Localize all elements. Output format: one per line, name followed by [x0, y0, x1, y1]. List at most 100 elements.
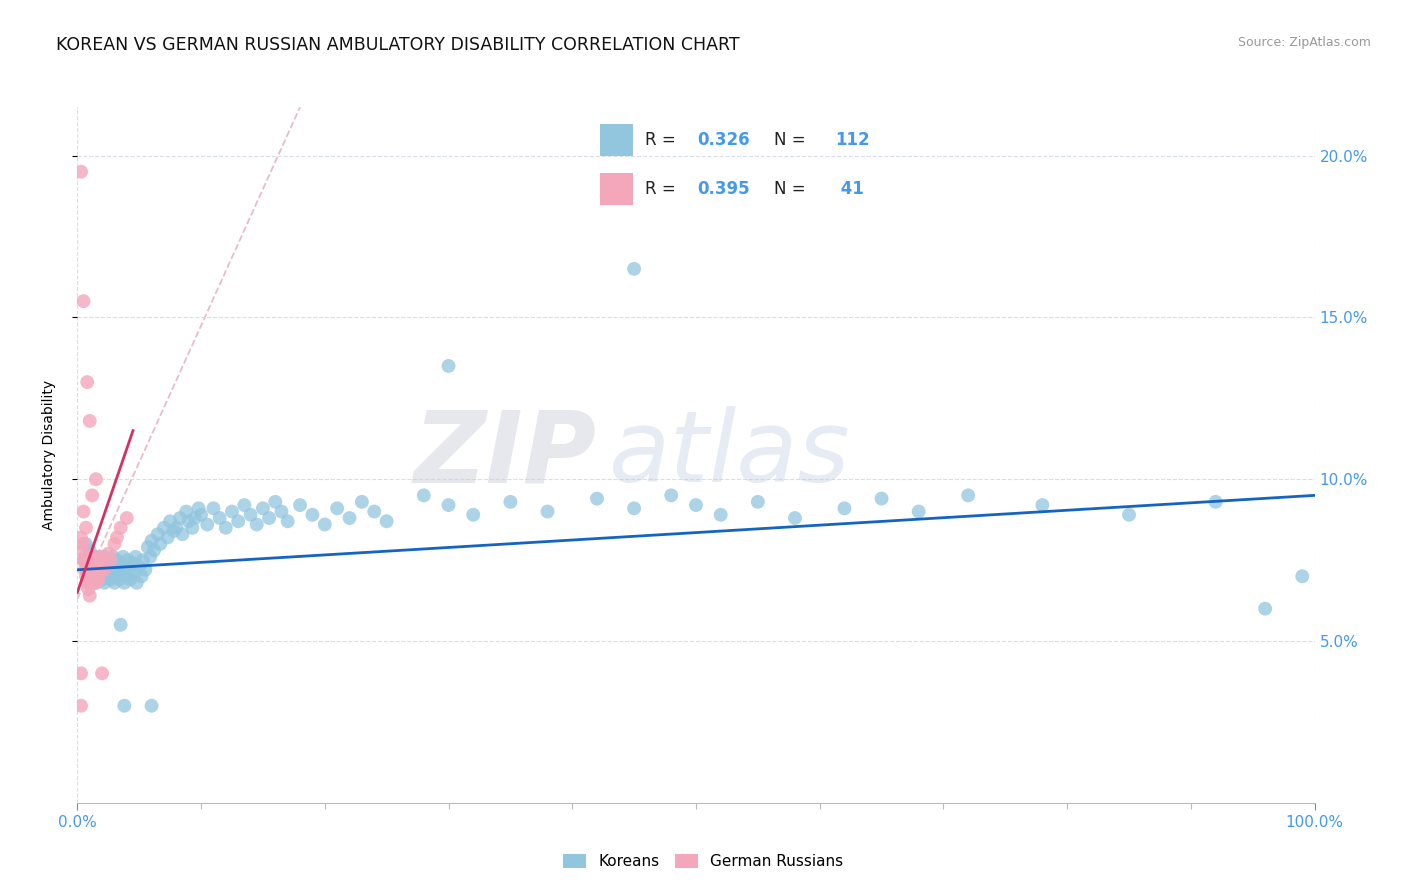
- Point: [86, 553, 108, 567]
- Point: [1118, 508, 1140, 522]
- Text: Source: ZipAtlas.com: Source: ZipAtlas.com: [1237, 36, 1371, 49]
- Point: [87, 573, 110, 587]
- Point: [86, 569, 108, 583]
- Point: [97, 547, 120, 561]
- Point: [221, 504, 243, 518]
- Point: [132, 553, 155, 567]
- Point: [111, 566, 134, 580]
- Point: [264, 495, 287, 509]
- Point: [103, 559, 125, 574]
- Point: [75, 557, 97, 571]
- Point: [93, 575, 115, 590]
- Point: [90, 563, 112, 577]
- Point: [103, 549, 125, 564]
- Point: [141, 698, 163, 713]
- Point: [75, 569, 97, 583]
- Point: [101, 557, 124, 571]
- Point: [91, 559, 114, 574]
- Point: [190, 508, 212, 522]
- Point: [77, 569, 100, 583]
- Point: [110, 557, 132, 571]
- Point: [115, 511, 138, 525]
- Point: [70, 666, 93, 681]
- Point: [82, 557, 104, 571]
- Point: [174, 504, 197, 518]
- Point: [120, 573, 142, 587]
- Point: [233, 498, 256, 512]
- Point: [105, 553, 128, 567]
- Point: [156, 531, 179, 545]
- Point: [83, 566, 105, 580]
- Point: [90, 549, 112, 564]
- Point: [141, 533, 163, 548]
- Point: [122, 557, 145, 571]
- Point: [375, 514, 398, 528]
- Point: [1254, 601, 1277, 615]
- Point: [270, 504, 292, 518]
- Point: [118, 563, 141, 577]
- Point: [77, 582, 100, 597]
- Point: [202, 501, 225, 516]
- Point: [72, 504, 94, 518]
- Point: [91, 553, 114, 567]
- Point: [314, 517, 336, 532]
- Point: [72, 543, 94, 558]
- Point: [70, 698, 93, 713]
- Point: [79, 414, 101, 428]
- Point: [163, 524, 186, 538]
- Point: [246, 517, 269, 532]
- Point: [437, 359, 460, 373]
- Point: [463, 508, 485, 522]
- Point: [76, 575, 98, 590]
- Point: [98, 563, 121, 577]
- Point: [83, 549, 105, 564]
- Point: [76, 375, 98, 389]
- Point: [70, 165, 93, 179]
- Point: [84, 575, 107, 590]
- Point: [84, 559, 107, 574]
- Point: [747, 495, 769, 509]
- Point: [79, 543, 101, 558]
- Point: [94, 559, 117, 574]
- Point: [103, 537, 125, 551]
- Point: [82, 488, 104, 502]
- Point: [1291, 569, 1313, 583]
- Point: [957, 488, 980, 502]
- Point: [136, 540, 159, 554]
- Point: [437, 498, 460, 512]
- Point: [93, 563, 115, 577]
- Point: [184, 511, 207, 525]
- Point: [84, 472, 107, 486]
- Point: [586, 491, 609, 506]
- Point: [115, 569, 138, 583]
- Point: [112, 698, 135, 713]
- Point: [1205, 495, 1227, 509]
- Point: [159, 514, 181, 528]
- Point: [93, 549, 115, 564]
- Point: [326, 501, 349, 516]
- Point: [139, 549, 162, 564]
- Point: [124, 549, 146, 564]
- Point: [301, 508, 323, 522]
- Point: [91, 566, 114, 580]
- Point: [100, 553, 122, 567]
- Point: [103, 575, 125, 590]
- Point: [70, 531, 93, 545]
- Point: [76, 559, 98, 574]
- Point: [112, 575, 135, 590]
- Point: [72, 553, 94, 567]
- Point: [710, 508, 733, 522]
- Point: [128, 559, 150, 574]
- Point: [125, 575, 148, 590]
- Point: [783, 511, 806, 525]
- Point: [91, 666, 114, 681]
- Point: [73, 563, 96, 577]
- Point: [834, 501, 856, 516]
- Point: [91, 573, 114, 587]
- Point: [87, 563, 110, 577]
- Point: [110, 617, 132, 632]
- Point: [226, 514, 249, 528]
- Point: [89, 566, 111, 580]
- Point: [623, 501, 645, 516]
- Point: [134, 563, 156, 577]
